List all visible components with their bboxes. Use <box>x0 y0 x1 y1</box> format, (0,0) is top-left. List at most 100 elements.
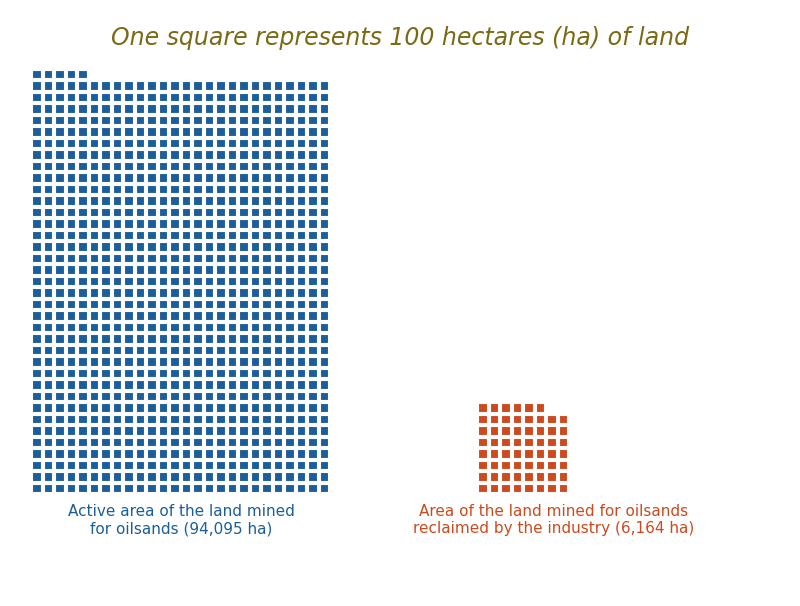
Bar <box>262 322 270 331</box>
Bar <box>90 288 98 296</box>
Bar <box>55 345 63 354</box>
Bar <box>297 288 305 296</box>
Bar <box>308 173 317 182</box>
Bar <box>55 230 63 239</box>
Bar <box>274 288 282 296</box>
Bar <box>205 104 213 113</box>
Bar <box>113 173 121 182</box>
Bar <box>227 184 236 193</box>
Bar <box>319 139 328 147</box>
Bar <box>158 219 167 227</box>
Bar <box>216 415 225 423</box>
Bar <box>55 104 63 113</box>
Bar <box>158 426 167 435</box>
Bar <box>66 219 75 227</box>
Bar <box>227 173 236 182</box>
Bar <box>501 426 510 435</box>
Bar <box>216 265 225 273</box>
Bar <box>66 196 75 204</box>
Bar <box>32 81 41 90</box>
Bar <box>113 81 121 90</box>
Bar <box>101 403 110 411</box>
Bar <box>285 104 294 113</box>
Bar <box>158 368 167 377</box>
Bar <box>55 70 63 78</box>
Bar <box>274 357 282 365</box>
Bar <box>274 93 282 101</box>
Bar <box>216 288 225 296</box>
Bar <box>182 299 190 308</box>
Bar <box>205 219 213 227</box>
Bar <box>250 162 259 170</box>
Bar <box>558 461 567 469</box>
Bar <box>124 449 133 458</box>
Bar <box>158 438 167 446</box>
Bar <box>319 345 328 354</box>
Bar <box>124 242 133 250</box>
Bar <box>227 276 236 285</box>
Bar <box>43 438 52 446</box>
Bar <box>308 461 317 469</box>
Bar <box>193 357 202 365</box>
Bar <box>558 438 567 446</box>
Bar <box>285 127 294 136</box>
Bar <box>239 449 247 458</box>
Bar <box>90 242 98 250</box>
Bar <box>101 242 110 250</box>
Bar <box>90 299 98 308</box>
Bar <box>113 322 121 331</box>
Bar <box>66 357 75 365</box>
Bar <box>297 311 305 319</box>
Bar <box>66 162 75 170</box>
Bar <box>43 230 52 239</box>
Bar <box>32 253 41 262</box>
Bar <box>262 288 270 296</box>
Bar <box>319 472 328 481</box>
Bar <box>501 472 510 481</box>
Bar <box>78 426 86 435</box>
Bar <box>227 93 236 101</box>
Bar <box>101 461 110 469</box>
Bar <box>78 322 86 331</box>
Bar <box>135 81 144 90</box>
Bar <box>43 357 52 365</box>
Bar <box>43 322 52 331</box>
Bar <box>319 322 328 331</box>
Bar <box>124 265 133 273</box>
Bar <box>319 162 328 170</box>
Bar <box>205 276 213 285</box>
Bar <box>319 311 328 319</box>
Bar <box>285 116 294 124</box>
Bar <box>182 311 190 319</box>
Bar <box>239 334 247 342</box>
Bar <box>274 403 282 411</box>
Bar <box>182 322 190 331</box>
Bar <box>513 449 521 458</box>
Bar <box>297 472 305 481</box>
Bar <box>78 403 86 411</box>
Bar <box>274 276 282 285</box>
Bar <box>113 415 121 423</box>
Bar <box>113 403 121 411</box>
Bar <box>274 391 282 400</box>
Bar <box>308 127 317 136</box>
Bar <box>124 368 133 377</box>
Bar <box>55 207 63 216</box>
Bar <box>147 265 155 273</box>
Bar <box>135 150 144 159</box>
Bar <box>250 449 259 458</box>
Bar <box>205 162 213 170</box>
Bar <box>274 472 282 481</box>
Bar <box>216 484 225 492</box>
Bar <box>297 449 305 458</box>
Bar <box>262 116 270 124</box>
Bar <box>32 139 41 147</box>
Bar <box>78 139 86 147</box>
Bar <box>124 345 133 354</box>
Text: One square represents 100 hectares (ha) of land: One square represents 100 hectares (ha) … <box>111 26 689 50</box>
Bar <box>308 184 317 193</box>
Bar <box>43 276 52 285</box>
Bar <box>66 276 75 285</box>
Bar <box>113 242 121 250</box>
Bar <box>205 472 213 481</box>
